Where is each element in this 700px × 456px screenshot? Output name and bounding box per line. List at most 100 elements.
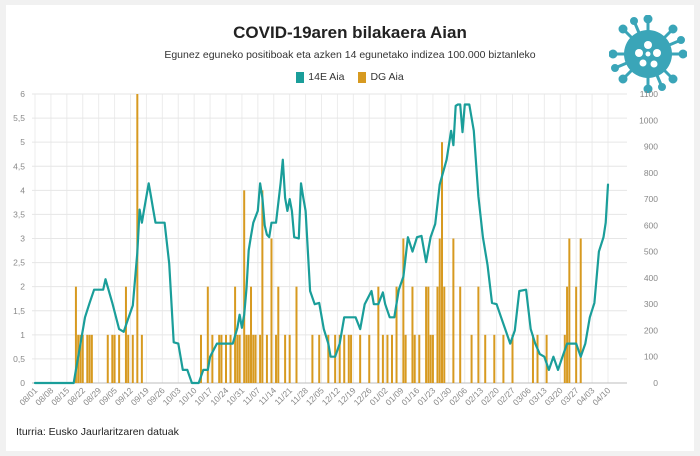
dg-bar [418, 334, 421, 383]
dg-bar [90, 334, 93, 383]
dg-bar [327, 334, 330, 383]
dg-bar [261, 190, 264, 383]
dg-bar [484, 334, 487, 383]
dg-bar [140, 334, 143, 383]
dg-bar [411, 286, 414, 383]
source-note: Iturria: Eusko Jaurlaritzaren datuak [16, 426, 179, 438]
dg-bar [386, 334, 389, 383]
dg-bar [493, 334, 496, 383]
dg-bar [254, 334, 257, 383]
dg-bar [347, 334, 350, 383]
dg-bar [404, 334, 407, 383]
dg-bar [402, 238, 405, 383]
dg-bar [250, 286, 253, 383]
dg-bar [238, 334, 241, 383]
dg-bar [199, 334, 202, 383]
legend-swatch-dg [358, 71, 367, 83]
chart-legend: 14E Aia DG Aia [6, 71, 694, 83]
dg-bar [502, 334, 505, 383]
y-left-tick-label: 1,5 [13, 306, 25, 316]
dg-bar [438, 238, 441, 383]
y-left-tick-label: 5,5 [13, 113, 25, 123]
dg-bar [288, 334, 291, 383]
y-right-tick-label: 300 [644, 299, 658, 309]
dg-bar [311, 334, 314, 383]
y-right-tick-label: 700 [644, 194, 658, 204]
dg-bar [545, 334, 548, 383]
y-axis-left: 0 0,5 1 1,5 2 2,5 3 3,5 4 4,5 5 5,5 6 [13, 89, 25, 388]
y-left-tick-label: 3,5 [13, 209, 25, 219]
coronavirus-icon [609, 15, 687, 93]
dg-bar [236, 334, 239, 383]
y-left-tick-label: 2 [20, 282, 25, 292]
y-left-tick-label: 6 [20, 89, 25, 99]
dg-bar [124, 286, 127, 383]
dg-bar [531, 334, 534, 383]
y-left-tick-label: 5 [20, 137, 25, 147]
dg-bar [436, 286, 439, 383]
dg-bar [74, 286, 77, 383]
dg-bar [452, 238, 455, 383]
legend-item-14e[interactable]: 14E Aia [296, 71, 344, 83]
dg-bar [350, 334, 353, 383]
dg-bar [429, 334, 432, 383]
14e-line [33, 103, 610, 385]
y-left-tick-label: 4,5 [13, 161, 25, 171]
y-right-tick-label: 100 [644, 352, 658, 362]
dg-bar [295, 286, 298, 383]
dg-bar [218, 334, 221, 383]
legend-swatch-14e [296, 71, 305, 83]
dg-bar [413, 334, 416, 383]
y-left-tick-label: 2,5 [13, 258, 25, 268]
x-tick-label: 04/10 [590, 385, 612, 407]
dg-bar [579, 238, 582, 383]
chart-subtitle: Egunez eguneko positiboak eta azken 14 e… [164, 49, 536, 61]
x-axis: 08/0108/0808/1508/2208/2909/0509/1209/19… [17, 385, 612, 407]
y-right-tick-label: 500 [644, 247, 658, 257]
dg-bar [225, 334, 227, 383]
dg-bar [470, 334, 473, 383]
dg-bar [377, 286, 380, 383]
dg-bar [81, 334, 84, 383]
legend-label-14e: 14E Aia [308, 71, 345, 83]
dg-bar [563, 334, 566, 383]
dg-bar [245, 334, 248, 383]
legend-item-dg[interactable]: DG Aia [358, 71, 404, 83]
dg-bar [477, 286, 480, 383]
dg-bar [431, 334, 434, 383]
dg-bar [368, 334, 371, 383]
dg-bar [113, 334, 116, 383]
dg-bar [127, 334, 130, 383]
y-right-tick-label: 1100 [640, 89, 659, 99]
dg-bar [211, 334, 214, 383]
dg-bar [459, 286, 462, 383]
dg-bar [390, 334, 393, 383]
y-right-tick-label: 400 [644, 273, 658, 283]
dg-bar [243, 190, 246, 383]
dg-bar [318, 334, 321, 383]
dg-bar [425, 286, 428, 383]
dg-bar [511, 334, 514, 383]
y-left-tick-label: 4 [20, 185, 25, 195]
y-right-tick-label: 800 [644, 168, 658, 178]
dg-bar [270, 238, 273, 383]
dg-bar [443, 286, 446, 383]
dg-bar [395, 286, 398, 383]
dg-bar [131, 334, 134, 383]
y-left-tick-label: 0,5 [13, 354, 25, 364]
dg-bar [536, 334, 539, 383]
chart-title: COVID-19aren bilakaera Aian [233, 23, 467, 42]
dg-bar [277, 286, 280, 383]
dg-bar [284, 334, 287, 383]
dg-bar [252, 334, 255, 383]
dg-bar [88, 334, 91, 383]
dg-bar [259, 334, 262, 383]
chart-card: COVID-19aren bilakaera Aian Egunez egune… [6, 5, 694, 451]
dg-bar [220, 334, 223, 383]
dg-bar [111, 334, 114, 383]
legend-label-dg: DG Aia [370, 71, 404, 83]
dg-bar [343, 334, 346, 383]
y-right-tick-label: 1000 [639, 115, 658, 125]
y-left-tick-label: 1 [20, 330, 25, 340]
